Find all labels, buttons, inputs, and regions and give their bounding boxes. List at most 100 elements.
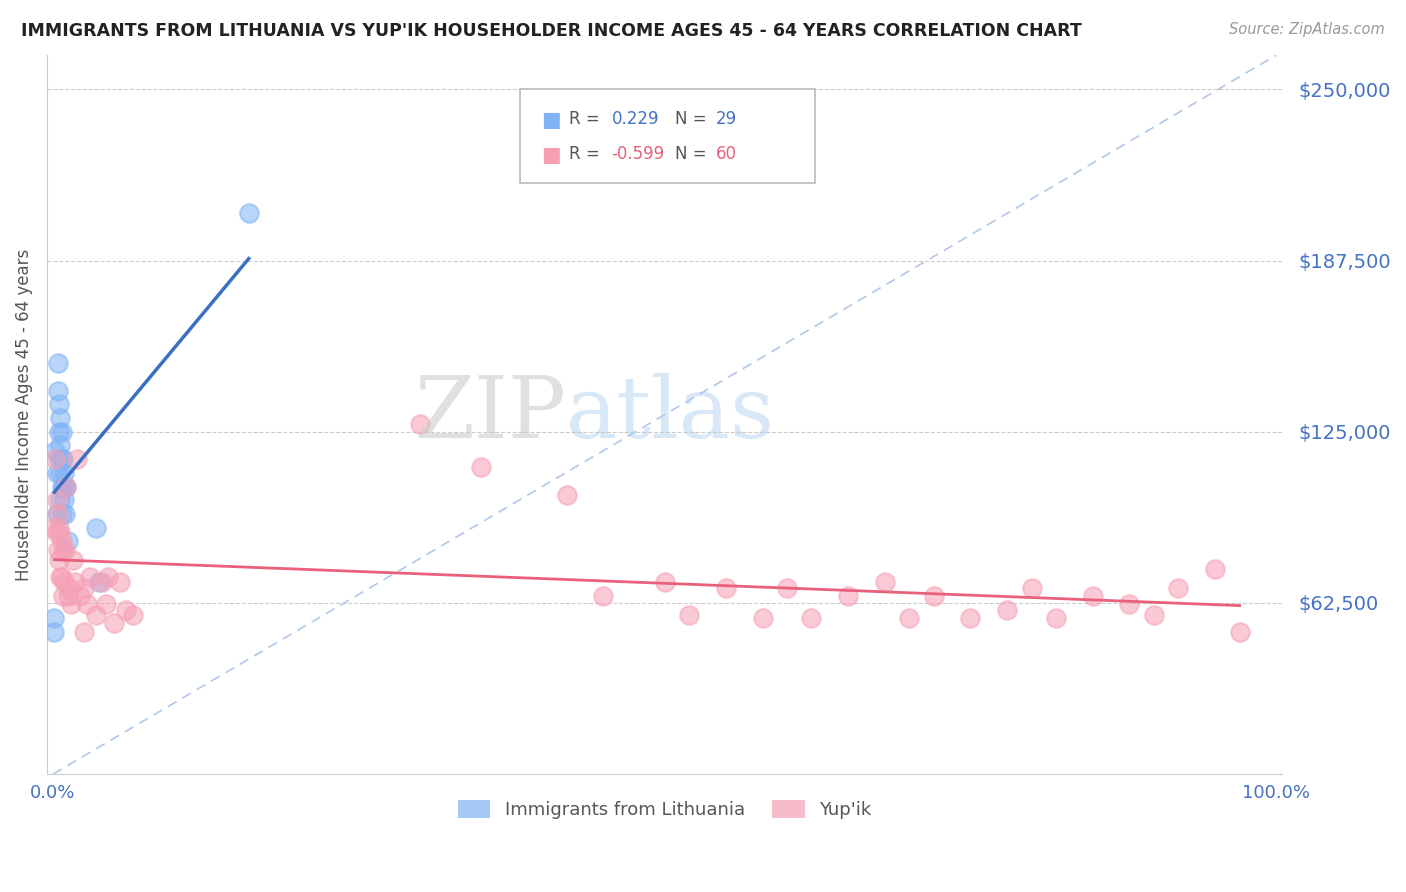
Point <box>44 624 66 639</box>
Point <box>1229 624 1251 639</box>
Point <box>49 411 72 425</box>
Point <box>46 384 69 398</box>
Point <box>49 493 72 508</box>
Point <box>959 611 981 625</box>
Point <box>55 479 77 493</box>
Point <box>714 581 737 595</box>
Point <box>97 570 120 584</box>
Point <box>53 575 76 590</box>
Y-axis label: Householder Income Ages 45 - 64 years: Householder Income Ages 45 - 64 years <box>15 249 32 581</box>
Point <box>45 526 67 541</box>
Point <box>103 616 125 631</box>
Point <box>66 452 89 467</box>
Text: atlas: atlas <box>565 373 775 456</box>
Point <box>45 493 67 508</box>
Point <box>1167 581 1189 595</box>
Point <box>55 479 77 493</box>
Point <box>1021 581 1043 595</box>
Point <box>44 520 66 534</box>
Point <box>49 526 72 541</box>
Point <box>837 589 859 603</box>
Point <box>751 611 773 625</box>
Point <box>45 466 67 480</box>
Point <box>654 575 676 590</box>
Point <box>238 205 260 219</box>
Point <box>800 611 823 625</box>
Point <box>48 520 70 534</box>
Text: -0.599: -0.599 <box>612 145 665 163</box>
Point <box>51 507 73 521</box>
Point <box>46 356 69 370</box>
Point <box>409 417 432 431</box>
Text: N =: N = <box>675 145 706 163</box>
Point <box>51 452 73 467</box>
Text: N =: N = <box>675 110 706 128</box>
Point <box>58 581 80 595</box>
Point <box>62 553 84 567</box>
Text: ■: ■ <box>541 110 561 129</box>
Point <box>48 425 70 439</box>
Point <box>72 624 94 639</box>
Point <box>45 507 67 521</box>
Point <box>678 608 700 623</box>
Text: 29: 29 <box>716 110 737 128</box>
Point <box>51 534 73 549</box>
Point <box>49 570 72 584</box>
Point <box>91 575 114 590</box>
Text: ■: ■ <box>541 145 561 165</box>
Point <box>1204 562 1226 576</box>
Point <box>84 608 107 623</box>
Point <box>592 589 614 603</box>
Text: R =: R = <box>569 145 600 163</box>
Point <box>44 452 66 467</box>
Point <box>110 575 132 590</box>
Point <box>1143 608 1166 623</box>
Point <box>72 581 94 595</box>
Point <box>53 479 76 493</box>
Point <box>89 575 111 590</box>
Point <box>48 397 70 411</box>
Point <box>76 597 98 611</box>
Legend: Immigrants from Lithuania, Yup'ik: Immigrants from Lithuania, Yup'ik <box>451 792 879 826</box>
Text: IMMIGRANTS FROM LITHUANIA VS YUP'IK HOUSEHOLDER INCOME AGES 45 - 64 YEARS CORREL: IMMIGRANTS FROM LITHUANIA VS YUP'IK HOUS… <box>21 22 1081 40</box>
Point <box>51 425 73 439</box>
Point <box>52 542 75 557</box>
Point <box>52 452 75 467</box>
Point <box>46 507 69 521</box>
Point <box>922 589 945 603</box>
Point <box>52 589 75 603</box>
Point <box>776 581 799 595</box>
Point <box>94 597 117 611</box>
Point <box>56 589 79 603</box>
Point <box>121 608 143 623</box>
Point <box>56 534 79 549</box>
Point <box>1081 589 1104 603</box>
Point <box>53 493 76 508</box>
Point <box>555 488 578 502</box>
Point <box>79 570 101 584</box>
Point <box>44 611 66 625</box>
Text: R =: R = <box>569 110 600 128</box>
Text: ZIP: ZIP <box>413 373 565 456</box>
Point <box>53 466 76 480</box>
Point <box>60 597 83 611</box>
Text: Source: ZipAtlas.com: Source: ZipAtlas.com <box>1229 22 1385 37</box>
Point <box>49 438 72 452</box>
Point <box>51 570 73 584</box>
Point <box>115 603 138 617</box>
Point <box>873 575 896 590</box>
Point <box>53 507 76 521</box>
Point <box>49 466 72 480</box>
Point <box>1118 597 1140 611</box>
Point <box>995 603 1018 617</box>
Point <box>898 611 921 625</box>
Point <box>84 520 107 534</box>
Point <box>44 444 66 458</box>
Text: 60: 60 <box>716 145 737 163</box>
Text: 0.229: 0.229 <box>612 110 659 128</box>
Point <box>63 575 86 590</box>
Point <box>52 479 75 493</box>
Point <box>46 542 69 557</box>
Point <box>69 589 91 603</box>
Point <box>48 452 70 467</box>
